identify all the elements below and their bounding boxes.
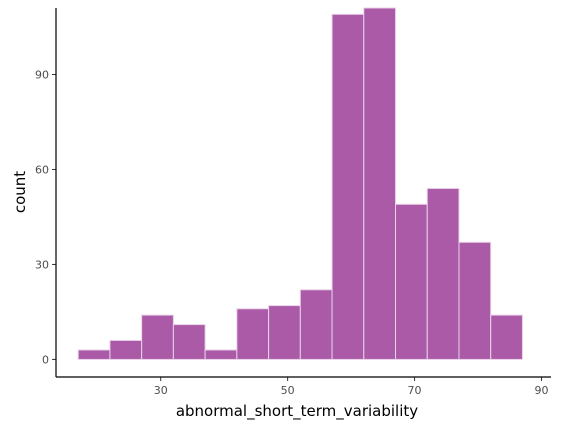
histogram-bar [268,305,301,360]
histogram-bar [299,289,333,360]
y-axis-ticks: 0 30 60 90 [35,68,56,366]
histogram-bar [172,324,206,360]
histogram-bar [109,339,143,360]
histogram-bar [236,308,270,360]
x-tick-label: 50 [281,384,295,397]
x-tick-label: 30 [154,384,168,397]
histogram-bar [490,314,523,360]
y-tick-label: 30 [35,258,49,271]
histogram-bar [77,349,111,360]
y-tick-label: 60 [35,163,49,176]
x-axis-title: abnormal_short_term_variability [176,402,418,421]
y-tick-label: 90 [35,68,49,81]
y-tick-label: 0 [42,353,49,366]
histogram-bar [141,314,174,360]
histogram-bars [77,7,523,360]
x-axis-ticks: 30 50 70 90 [154,377,548,397]
histogram-bar [426,187,460,360]
histogram-bar [395,203,428,360]
histogram-bar [331,13,365,360]
histogram-bar [204,349,238,360]
histogram-bar [363,7,397,360]
x-tick-label: 70 [408,384,422,397]
y-axis-title: count [11,171,29,213]
histogram-bar [458,241,492,360]
x-tick-label: 90 [534,384,548,397]
